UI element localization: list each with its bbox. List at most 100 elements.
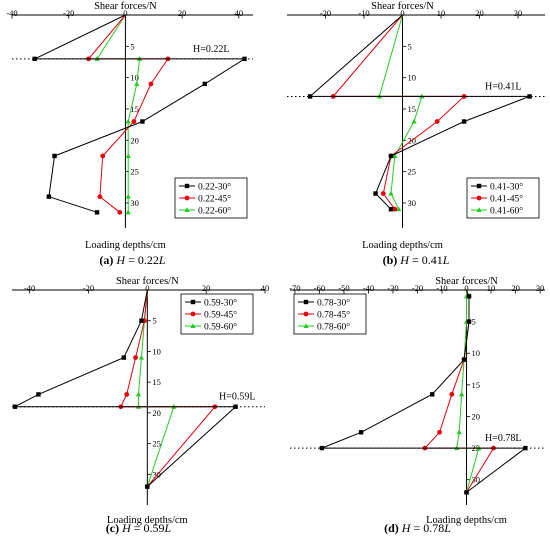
x-tick-label: -70 xyxy=(289,283,300,293)
legend: 0.59-30°0.59-45°0.59-60° xyxy=(180,293,254,335)
x-axis-title: Shear forces/N xyxy=(371,1,434,12)
x-tick-label: 20 xyxy=(202,283,211,293)
y-tick-label: 10 xyxy=(472,348,481,358)
data-point xyxy=(392,206,398,212)
legend-label: 0.59-30° xyxy=(204,297,237,308)
panel-caption: (a) H = 0.22L xyxy=(99,253,165,267)
legend-label: 0.59-45° xyxy=(204,309,237,320)
x-tick-label: -10 xyxy=(358,8,369,18)
y-tick-label: 5 xyxy=(408,41,412,51)
legend-swatch-marker xyxy=(303,299,309,305)
legend-label: 0.78-45° xyxy=(317,309,350,320)
panel-caption: (c) H = 0.59L xyxy=(106,521,172,535)
caption-tag: (a) xyxy=(99,253,113,267)
caption-tag: (c) xyxy=(106,521,119,535)
caption-unit: L xyxy=(443,521,451,535)
data-point xyxy=(523,445,528,451)
data-point xyxy=(32,56,37,62)
x-tick-label: -10 xyxy=(436,283,447,293)
x-tick-label: 0 xyxy=(400,8,404,18)
y-tick-label: 5 xyxy=(472,317,476,327)
legend: 0.78-30°0.78-45°0.78-60° xyxy=(293,293,367,335)
legend-label: 0.78-30° xyxy=(317,297,350,308)
data-point xyxy=(437,429,442,435)
caption-variable: H xyxy=(401,521,412,535)
data-point xyxy=(388,190,394,196)
x-tick-label: 20 xyxy=(475,8,484,18)
data-point xyxy=(461,119,467,124)
y-axis-title: Loading depths/cm xyxy=(85,240,166,251)
data-point xyxy=(380,191,386,196)
data-point xyxy=(117,209,123,215)
legend-swatch-marker xyxy=(476,183,482,189)
y-tick-label: 20 xyxy=(130,135,139,145)
legend-swatch-marker xyxy=(184,195,190,201)
data-point xyxy=(319,445,325,451)
x-tick-label: 20 xyxy=(178,8,187,18)
y-tick-label: 15 xyxy=(472,380,481,390)
legend-swatch-marker xyxy=(303,323,309,328)
x-tick-label: -20 xyxy=(83,283,94,293)
legend-label: 0.78-60° xyxy=(317,321,350,332)
x-tick-label: 30 xyxy=(514,8,523,18)
data-point xyxy=(135,391,142,397)
data-point xyxy=(148,81,154,87)
data-point xyxy=(121,355,126,360)
x-tick-label: 30 xyxy=(536,283,545,293)
x-axis-title: Shear forces/N xyxy=(435,276,498,287)
data-point xyxy=(125,118,131,124)
x-tick-label: 10 xyxy=(437,8,446,18)
data-point xyxy=(392,153,398,158)
data-point xyxy=(242,56,247,62)
caption-variable: H xyxy=(115,253,126,267)
x-tick-label: 40 xyxy=(261,283,270,293)
data-point xyxy=(140,119,145,124)
data-point xyxy=(94,210,100,215)
y-tick-label: 25 xyxy=(152,439,161,449)
x-tick-label: -40 xyxy=(24,283,35,293)
y-tick-label: 15 xyxy=(408,104,417,114)
x-tick-label: -40 xyxy=(363,283,374,293)
data-point xyxy=(139,318,144,323)
data-point xyxy=(124,392,130,397)
data-point xyxy=(133,355,138,360)
data-point xyxy=(97,194,103,200)
data-point xyxy=(138,354,145,360)
y-tick-label: 30 xyxy=(408,198,417,208)
caption-variable: H xyxy=(399,253,410,267)
x-tick-label: 0 xyxy=(145,283,149,293)
y-tick-label: 20 xyxy=(152,408,161,418)
y-tick-label: 5 xyxy=(130,41,134,51)
legend: 0.41-30°0.41-45°0.41-60° xyxy=(466,177,540,219)
caption-tag: (d) xyxy=(384,521,399,535)
x-tick-label: 0 xyxy=(464,283,468,293)
data-point xyxy=(125,209,131,215)
h-annotation: H=0.41L xyxy=(485,81,521,92)
h-annotation: H=0.22L xyxy=(193,44,229,55)
data-point xyxy=(131,119,137,124)
data-point xyxy=(434,119,440,124)
chart-panel-4: Shear forces/N -70 -60 -50 -40 -30 -20 -10 0 10 20… xyxy=(289,276,545,535)
y-tick-label: 30 xyxy=(152,469,161,479)
data-point xyxy=(388,153,394,159)
h-annotation: H=0.59L xyxy=(219,392,255,403)
data-point xyxy=(430,392,435,397)
legend-swatch-marker xyxy=(476,207,482,212)
data-point xyxy=(461,357,467,362)
data-point xyxy=(466,319,472,324)
legend-swatch-marker xyxy=(184,207,190,212)
legend-label: 0.41-45° xyxy=(490,193,523,204)
panel-caption: (b) H = 0.41L xyxy=(383,253,450,267)
y-tick-label: 30 xyxy=(130,198,139,208)
y-axis-title: Loading depths/cm xyxy=(362,240,443,251)
x-tick-label: -20 xyxy=(320,8,331,18)
y-tick-label: 10 xyxy=(152,346,161,356)
legend-swatch-marker xyxy=(476,195,482,201)
legend-swatch-marker xyxy=(190,311,196,317)
y-tick-label: 25 xyxy=(408,167,417,177)
caption-unit: L xyxy=(442,253,450,267)
data-point xyxy=(411,118,417,124)
x-tick-label: 10 xyxy=(487,283,496,293)
